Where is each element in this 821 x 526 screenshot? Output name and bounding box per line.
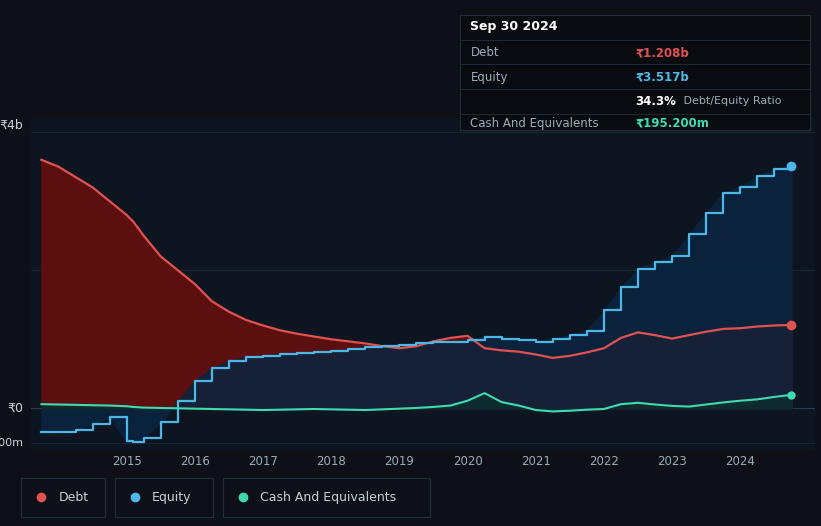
Text: Debt: Debt: [470, 46, 499, 59]
Text: ₹4b: ₹4b: [0, 119, 23, 132]
FancyBboxPatch shape: [115, 478, 213, 517]
Text: Cash And Equivalents: Cash And Equivalents: [260, 491, 397, 503]
Text: ₹195.200m: ₹195.200m: [635, 117, 709, 129]
Text: -₹500m: -₹500m: [0, 438, 23, 448]
FancyBboxPatch shape: [21, 478, 105, 517]
FancyBboxPatch shape: [223, 478, 430, 517]
Text: Debt: Debt: [58, 491, 89, 503]
Text: Sep 30 2024: Sep 30 2024: [470, 20, 558, 33]
Text: ₹3.517b: ₹3.517b: [635, 70, 689, 84]
Text: Debt/Equity Ratio: Debt/Equity Ratio: [681, 96, 782, 106]
Text: Equity: Equity: [470, 70, 508, 84]
Text: ₹0: ₹0: [7, 402, 23, 415]
Text: Cash And Equivalents: Cash And Equivalents: [470, 117, 599, 129]
Text: ₹1.208b: ₹1.208b: [635, 46, 689, 59]
Text: Equity: Equity: [152, 491, 191, 503]
Text: 34.3%: 34.3%: [635, 95, 676, 108]
